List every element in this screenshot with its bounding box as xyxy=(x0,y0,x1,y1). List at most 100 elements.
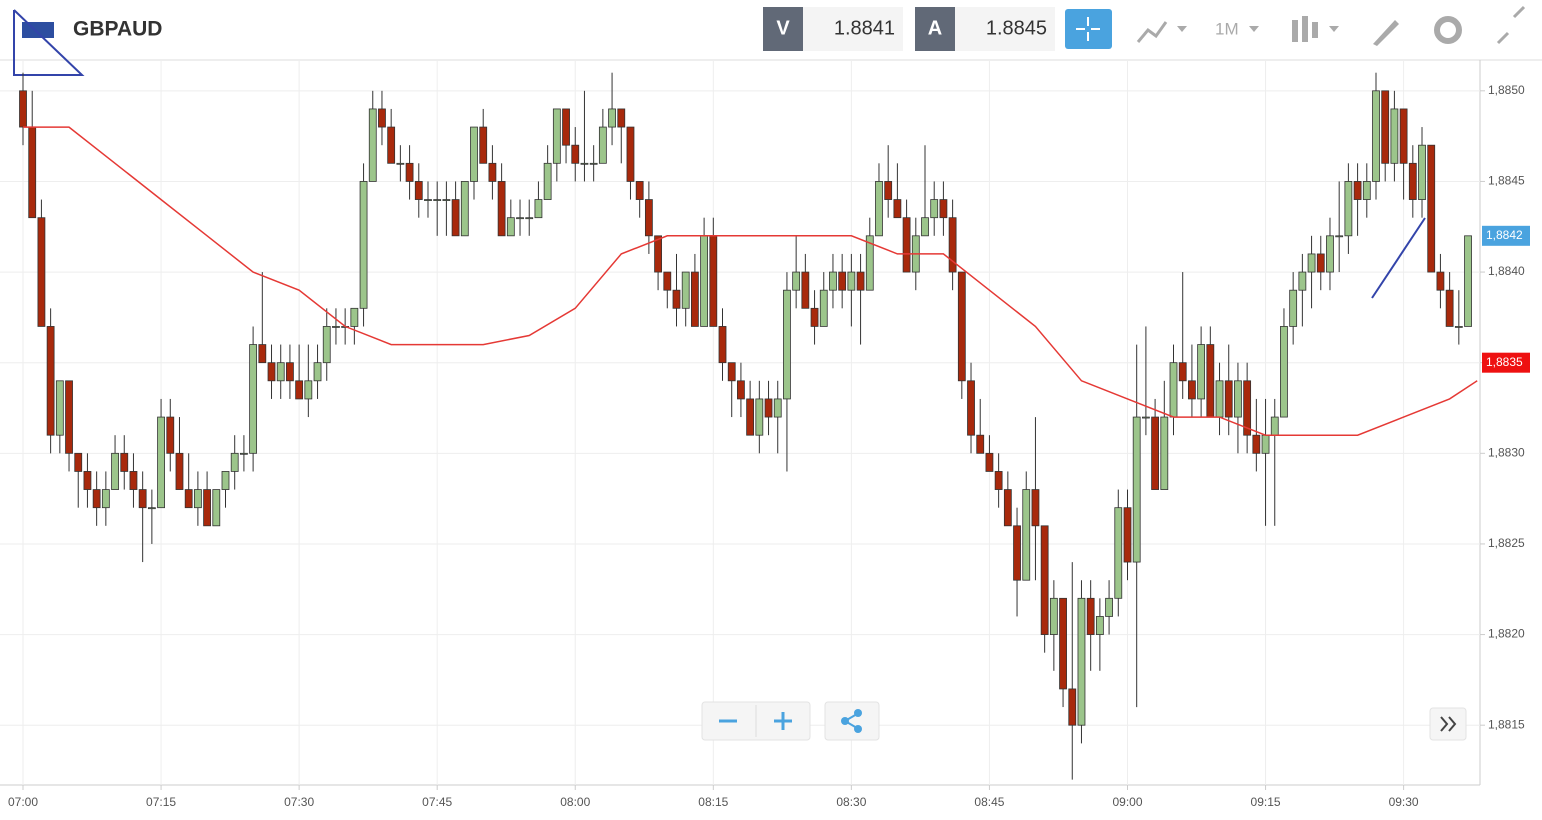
collapse-button[interactable] xyxy=(1496,5,1526,45)
candles-button[interactable] xyxy=(1292,16,1318,42)
draw-button[interactable] xyxy=(1373,20,1399,46)
y-tick-label: 1,8850 xyxy=(1488,83,1525,97)
y-tick-label: 1,8820 xyxy=(1488,627,1525,641)
candle-body xyxy=(350,307,359,327)
candle-body xyxy=(552,108,561,164)
share-dot xyxy=(841,717,849,725)
zoom-in-button[interactable] xyxy=(774,712,792,730)
x-tick-label: 08:30 xyxy=(836,795,866,809)
candle-body xyxy=(37,217,46,327)
candle-body xyxy=(1335,235,1344,238)
candle-body xyxy=(221,471,230,490)
candle-body xyxy=(295,380,304,400)
ask-box[interactable] xyxy=(955,7,1055,51)
candle-body xyxy=(451,199,460,237)
candle-body xyxy=(525,217,534,220)
candle-body xyxy=(129,471,138,490)
candle-body xyxy=(654,235,662,273)
candle-body xyxy=(516,217,524,220)
candle-body xyxy=(1270,416,1279,436)
candle-body xyxy=(562,108,570,146)
timeframe[interactable]: 1M xyxy=(1215,19,1239,38)
dropdown-arrow xyxy=(1329,26,1339,32)
candle-body xyxy=(617,108,626,128)
candle-body xyxy=(1399,108,1408,164)
candle-body xyxy=(691,271,699,327)
candle-body xyxy=(1436,271,1445,291)
candle-body xyxy=(175,452,184,490)
candle-body xyxy=(700,235,709,327)
candle-body xyxy=(405,162,414,182)
plot: 1,8815 1,8820 1,8825 1,8830 1,8835 1,8840 1,88… xyxy=(0,60,1525,809)
candle-body xyxy=(1178,362,1187,382)
bid-box[interactable] xyxy=(803,7,903,51)
candle-body xyxy=(286,362,294,382)
candle-body xyxy=(1040,525,1049,635)
candle-body xyxy=(1372,90,1380,182)
ask-badge[interactable] xyxy=(915,7,955,51)
x-tick-label: 09:30 xyxy=(1389,795,1419,809)
candle-body xyxy=(948,217,957,273)
share-dot xyxy=(854,725,862,733)
candle-body xyxy=(534,199,543,219)
y-tick-label: 1,8830 xyxy=(1488,445,1525,459)
candle-body xyxy=(203,489,211,527)
candle-body xyxy=(387,126,396,164)
candle-body xyxy=(1261,434,1270,454)
candle-body xyxy=(460,181,469,237)
candle-body xyxy=(957,271,966,382)
candle-body xyxy=(994,471,1003,490)
candle-body xyxy=(193,489,202,509)
candle-body xyxy=(838,271,847,291)
candle-body xyxy=(184,489,193,509)
candle-body xyxy=(644,199,653,237)
candle-body xyxy=(1280,326,1288,418)
candle-body xyxy=(442,199,451,201)
settings-button[interactable] xyxy=(1434,16,1462,44)
candle-body xyxy=(663,271,672,291)
candle-body xyxy=(571,144,580,164)
candle-body xyxy=(967,380,975,436)
candle-body xyxy=(746,398,755,436)
candle-body xyxy=(1086,597,1095,635)
candle-body xyxy=(1105,597,1113,617)
candle-body xyxy=(359,181,368,309)
candle-body xyxy=(737,380,745,400)
bid-badge[interactable] xyxy=(763,7,803,51)
moving-average xyxy=(23,126,1478,436)
candle-body xyxy=(672,289,681,309)
candle-body xyxy=(1224,380,1233,418)
candle-body xyxy=(506,217,515,237)
candle-body xyxy=(28,126,37,219)
candle-body xyxy=(1445,289,1454,327)
candle-body xyxy=(470,126,478,182)
candle-body xyxy=(902,217,911,273)
dropdown-arrow xyxy=(1177,26,1187,32)
candle-body xyxy=(773,398,782,418)
y-tick-label: 1,8825 xyxy=(1488,536,1525,550)
candle-body xyxy=(249,344,258,454)
candle-body xyxy=(783,289,791,400)
candle-body xyxy=(1353,181,1362,200)
candle-body xyxy=(1160,416,1169,490)
share-button[interactable] xyxy=(824,701,880,741)
chart-type-button[interactable] xyxy=(1136,21,1168,43)
candle-body xyxy=(166,416,175,454)
candle-body xyxy=(856,271,865,291)
candle-body xyxy=(1031,489,1040,527)
candle-body xyxy=(801,271,810,309)
candle-body xyxy=(930,199,939,219)
candle-body xyxy=(1344,181,1353,237)
candle-body xyxy=(755,398,764,436)
dropdown-arrow xyxy=(1249,26,1259,32)
flag-icon xyxy=(22,22,54,38)
candle-body xyxy=(1132,416,1141,563)
candle-body xyxy=(718,326,727,364)
candle-body xyxy=(157,416,165,509)
candle-body xyxy=(1206,344,1215,418)
candle-body xyxy=(1022,489,1031,581)
crosshair-button[interactable] xyxy=(1065,9,1112,49)
price-tag xyxy=(1482,225,1530,246)
candle-body xyxy=(1418,144,1426,200)
